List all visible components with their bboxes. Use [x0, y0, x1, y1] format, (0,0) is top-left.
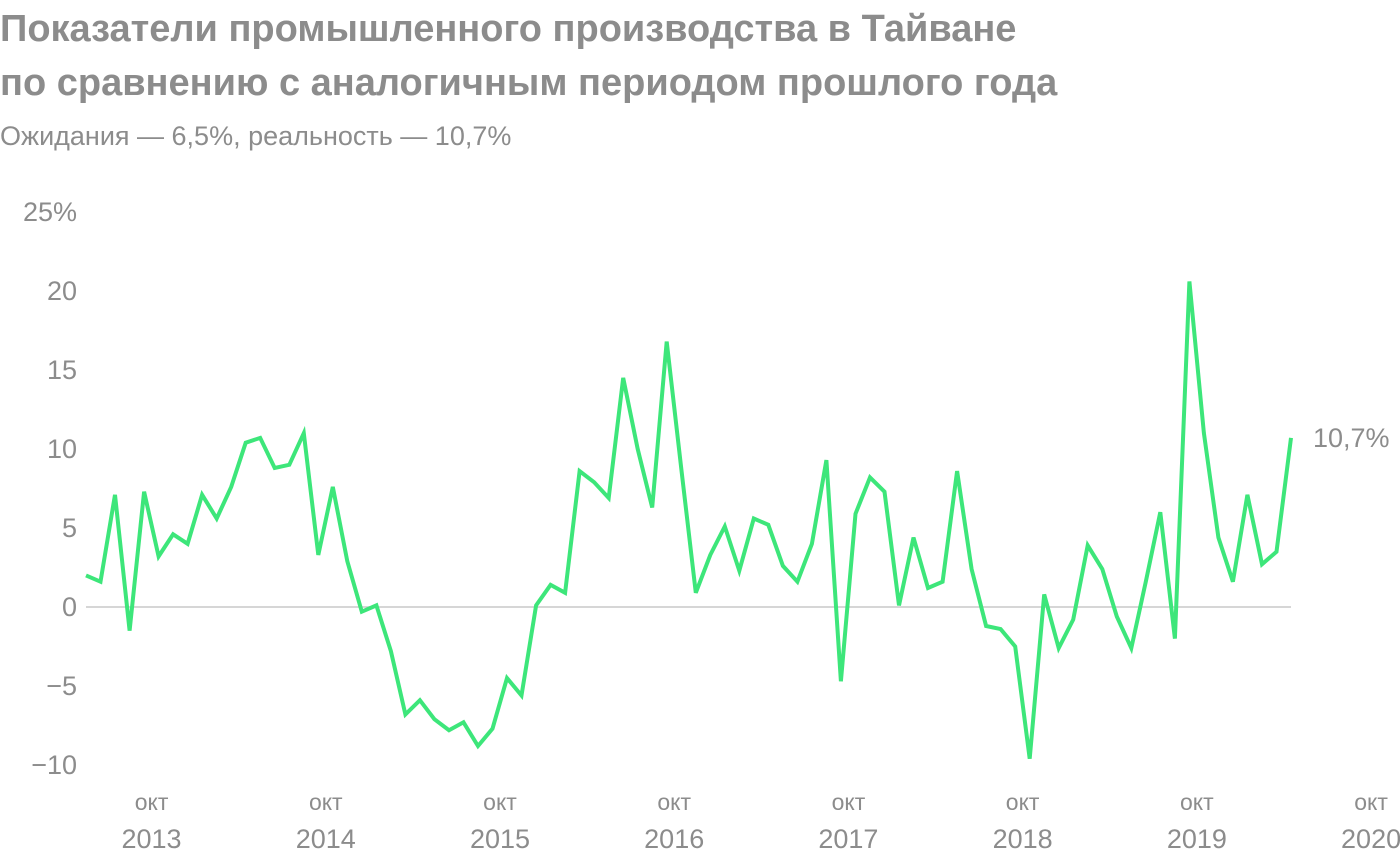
y-tick-label: 10 — [47, 434, 77, 464]
series-line — [85, 281, 1293, 759]
series-group — [85, 281, 1293, 759]
x-tick-month: окт — [1180, 789, 1214, 815]
x-tick-year: 2015 — [470, 824, 530, 854]
chart-title: Показатели промышленного производства в … — [0, 2, 1300, 110]
end-value-label: 10,7% — [1313, 423, 1390, 453]
x-tick-year: 2018 — [993, 824, 1053, 854]
y-tick-label: 0 — [62, 592, 77, 622]
x-tick-month: окт — [483, 789, 517, 815]
x-axis: окт 2013 окт 2014 окт 2015 окт 2016 окт 2017 окт 20… — [122, 789, 1400, 854]
x-tick-month: окт — [309, 789, 343, 815]
x-tick-year: 2017 — [818, 824, 878, 854]
x-tick-month: окт — [135, 789, 169, 815]
x-tick-month: окт — [1354, 789, 1388, 815]
x-tick-month: окт — [657, 789, 691, 815]
x-tick-year: 2020 — [1341, 824, 1400, 854]
x-tick-year: 2016 — [644, 824, 704, 854]
x-tick-year: 2014 — [296, 824, 356, 854]
y-tick-label: 25% — [23, 197, 77, 227]
x-tick-month: окт — [1006, 789, 1040, 815]
y-tick-label: 5 — [62, 513, 77, 543]
x-tick-year: 2019 — [1167, 824, 1227, 854]
y-tick-label: −5 — [46, 671, 77, 701]
x-tick-year: 2013 — [122, 824, 182, 854]
y-tick-label: −10 — [31, 750, 77, 780]
chart-title-line-2: по сравнению с аналогичным периодом прош… — [0, 62, 1058, 104]
y-tick-label: 20 — [47, 276, 77, 306]
y-tick-label: 15 — [47, 355, 77, 385]
chart-title-line-1: Показатели промышленного производства в … — [0, 8, 1017, 50]
chart-subtitle: Ожидания — 6,5%, реальность — 10,7% — [0, 121, 512, 151]
x-tick-month: окт — [832, 789, 866, 815]
y-axis: 25% 20 15 10 5 0 −5 −10 — [23, 197, 77, 780]
